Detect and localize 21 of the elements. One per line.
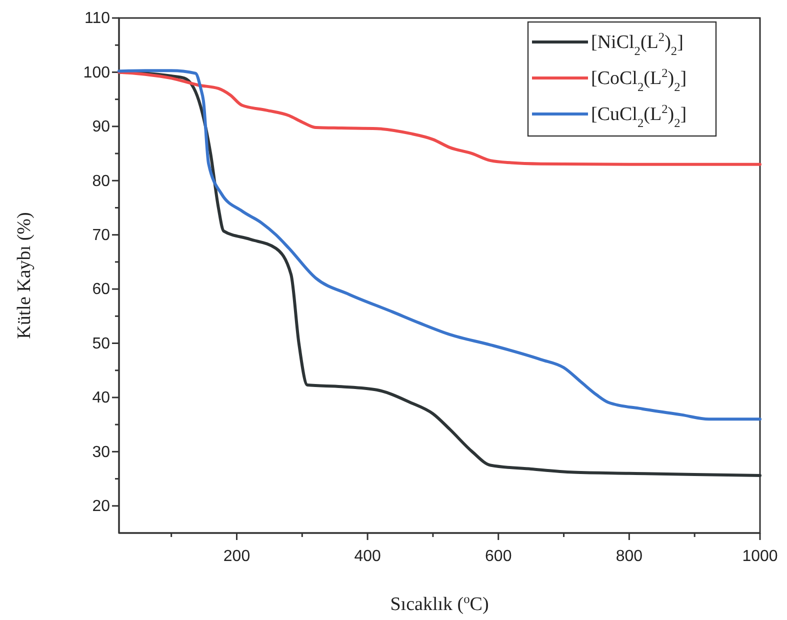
y-tick-label: 60 — [92, 281, 110, 298]
y-tick-label: 110 — [84, 10, 110, 28]
y-tick-label: 80 — [92, 172, 110, 190]
y-tick-label: 20 — [92, 498, 110, 516]
x-tick-label: 400 — [354, 548, 381, 566]
legend-label: [NiCl$_{2}$(L$^{2}$)$_{2}$] — [591, 30, 684, 58]
y-tick-label: 70 — [92, 226, 110, 244]
y-tick-label: 50 — [92, 335, 110, 352]
y-tick-label: 90 — [92, 118, 110, 136]
legend-label: [CuCl$_{2}$(L$^{2}$)$_{2}$] — [591, 102, 687, 130]
x-tick-label: 800 — [616, 548, 643, 566]
y-axis-title: Kütle Kaybı (%) — [14, 212, 35, 339]
y-tick-label: 40 — [92, 390, 110, 407]
y-tick-label: 100 — [83, 64, 110, 82]
x-tick-label: 200 — [223, 548, 250, 566]
x-axis-title: Sıcaklık ($^{o}$C) — [390, 592, 489, 615]
y-tick-label: 30 — [92, 444, 110, 461]
x-tick-label: 1000 — [742, 548, 778, 566]
line-series — [118, 70, 762, 166]
x-tick-label: 600 — [485, 548, 512, 566]
legend-label: [CoCl$_{2}$(L$^{2}$)$_{2}$] — [591, 66, 687, 94]
